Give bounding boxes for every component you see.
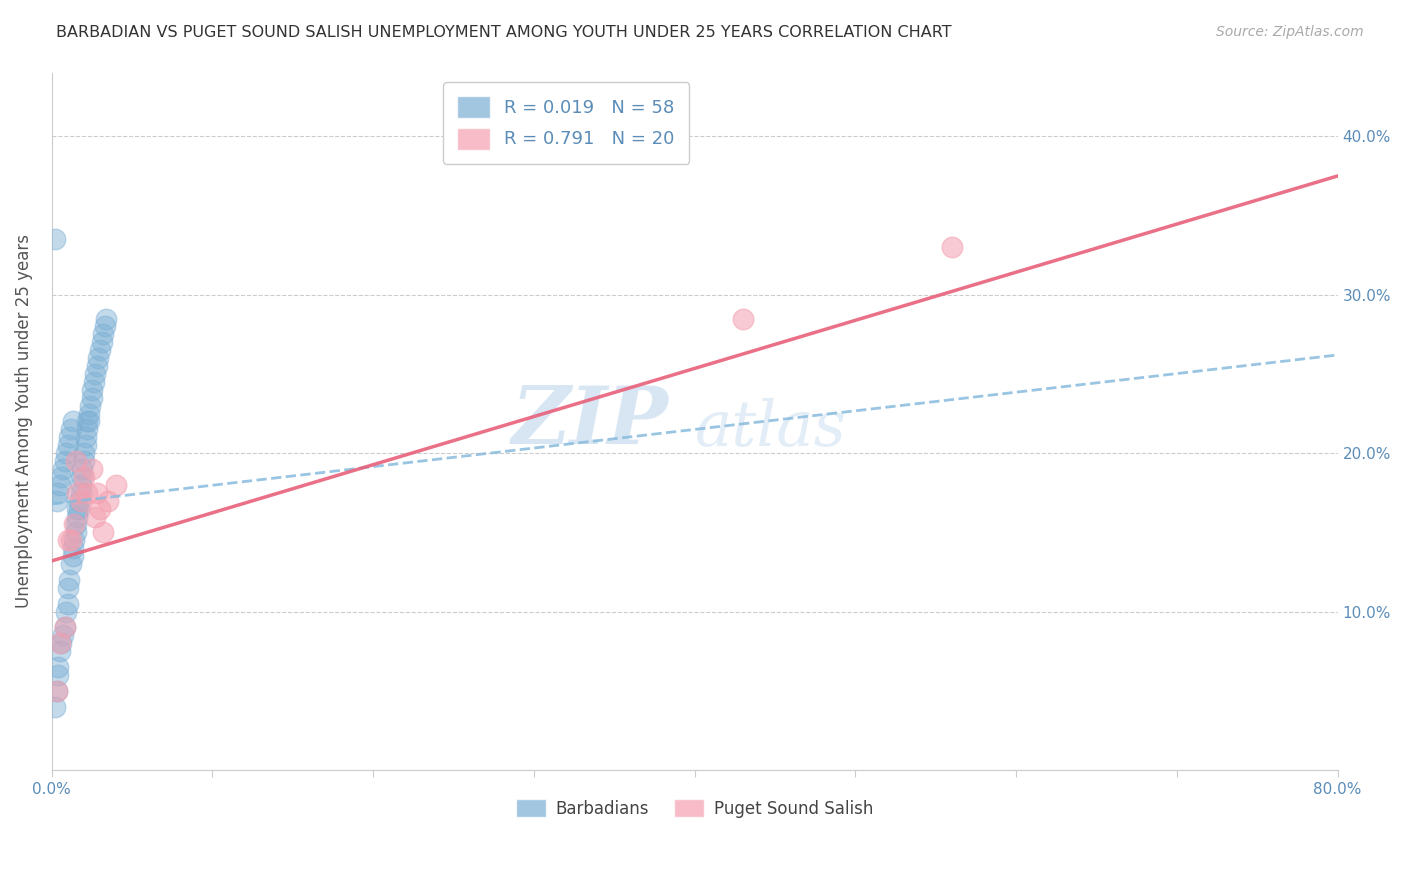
- Point: [94, 319, 117, 334]
- Point: [80, 391, 103, 405]
- Y-axis label: Unemployment Among Youth under 25 years: Unemployment Among Youth under 25 years: [15, 235, 32, 608]
- Point: [51, 636, 73, 650]
- Point: [56, 533, 79, 548]
- Point: [84, 509, 107, 524]
- Point: [89, 501, 111, 516]
- Point: [63, 517, 86, 532]
- Point: [66, 485, 89, 500]
- Point: [55, 605, 77, 619]
- Point: [66, 509, 89, 524]
- Point: [89, 343, 111, 358]
- Point: [62, 549, 84, 563]
- Point: [731, 311, 754, 326]
- Point: [52, 628, 75, 642]
- Point: [44, 232, 66, 246]
- Point: [86, 485, 108, 500]
- Point: [76, 415, 98, 429]
- Point: [97, 493, 120, 508]
- Point: [60, 422, 83, 436]
- Point: [96, 311, 118, 326]
- Point: [55, 446, 77, 460]
- Point: [86, 359, 108, 373]
- Point: [49, 644, 72, 658]
- Point: [69, 485, 91, 500]
- Point: [62, 415, 84, 429]
- Point: [56, 597, 79, 611]
- Point: [49, 478, 72, 492]
- Point: [84, 367, 107, 381]
- Point: [46, 485, 69, 500]
- Point: [63, 533, 86, 548]
- Point: [53, 620, 76, 634]
- Point: [69, 493, 91, 508]
- Point: [46, 668, 69, 682]
- Point: [75, 438, 97, 452]
- Point: [941, 240, 963, 254]
- Point: [58, 573, 80, 587]
- Point: [76, 485, 98, 500]
- Point: [65, 454, 87, 468]
- Point: [72, 470, 94, 484]
- Point: [91, 525, 114, 540]
- Point: [79, 399, 101, 413]
- Point: [45, 683, 67, 698]
- Point: [66, 501, 89, 516]
- Point: [73, 470, 96, 484]
- Point: [46, 660, 69, 674]
- Point: [60, 533, 83, 548]
- Point: [69, 478, 91, 492]
- Point: [45, 683, 67, 698]
- Point: [76, 422, 98, 436]
- Point: [87, 351, 110, 365]
- Point: [53, 620, 76, 634]
- Point: [72, 462, 94, 476]
- Point: [51, 470, 73, 484]
- Point: [56, 581, 79, 595]
- Point: [65, 525, 87, 540]
- Text: Source: ZipAtlas.com: Source: ZipAtlas.com: [1216, 25, 1364, 39]
- Point: [62, 541, 84, 556]
- Point: [67, 501, 90, 516]
- Point: [67, 493, 90, 508]
- Point: [90, 335, 112, 350]
- Point: [91, 327, 114, 342]
- Point: [77, 415, 100, 429]
- Text: ZIP: ZIP: [512, 383, 669, 460]
- Point: [58, 430, 80, 444]
- Point: [77, 407, 100, 421]
- Point: [53, 454, 76, 468]
- Text: atlas: atlas: [695, 398, 846, 459]
- Point: [56, 438, 79, 452]
- Point: [65, 517, 87, 532]
- Point: [49, 636, 72, 650]
- Point: [45, 493, 67, 508]
- Text: BARBADIAN VS PUGET SOUND SALISH UNEMPLOYMENT AMONG YOUTH UNDER 25 YEARS CORRELAT: BARBADIAN VS PUGET SOUND SALISH UNEMPLOY…: [56, 25, 952, 40]
- Point: [73, 446, 96, 460]
- Legend: Barbadians, Puget Sound Salish: Barbadians, Puget Sound Salish: [509, 792, 880, 824]
- Point: [44, 699, 66, 714]
- Point: [80, 383, 103, 397]
- Point: [105, 478, 128, 492]
- Point: [73, 454, 96, 468]
- Point: [75, 430, 97, 444]
- Point: [52, 462, 75, 476]
- Point: [83, 375, 105, 389]
- Point: [60, 557, 83, 571]
- Point: [80, 462, 103, 476]
